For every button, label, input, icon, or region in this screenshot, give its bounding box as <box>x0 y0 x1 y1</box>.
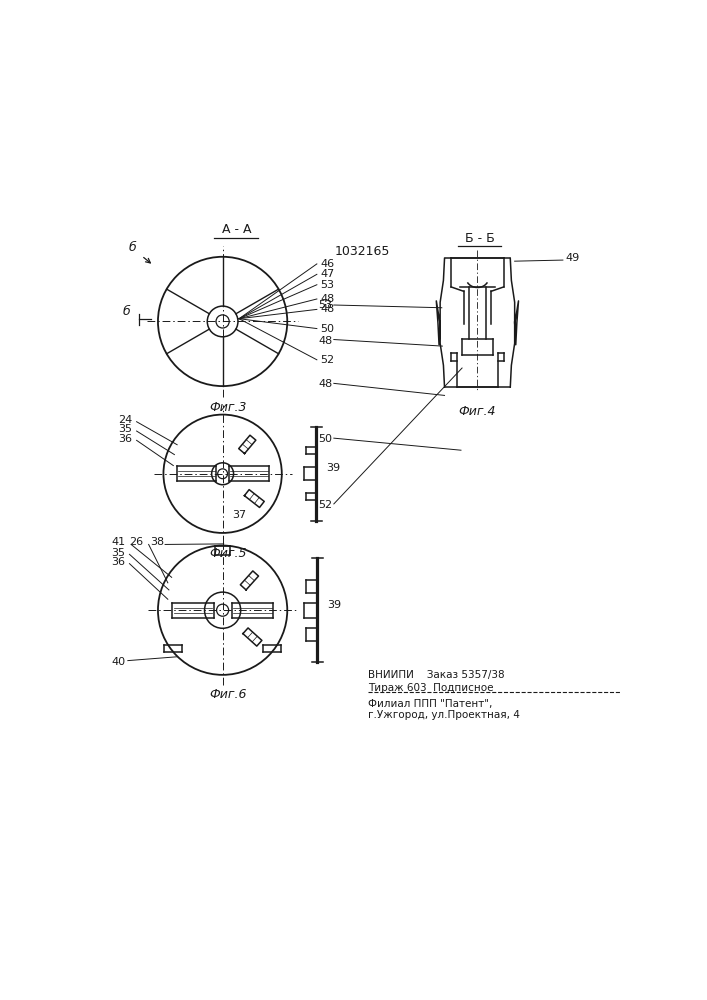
Text: А - А: А - А <box>221 223 251 236</box>
Text: 48: 48 <box>320 294 334 304</box>
Text: 48: 48 <box>318 379 332 389</box>
Text: 40: 40 <box>112 657 126 667</box>
Text: Б - Б: Б - Б <box>465 232 495 245</box>
Text: Фиг.5: Фиг.5 <box>209 547 247 560</box>
Text: 48: 48 <box>318 336 332 346</box>
Text: 35: 35 <box>119 424 132 434</box>
Text: 36: 36 <box>112 557 125 567</box>
Text: Фиг.4: Фиг.4 <box>459 405 496 418</box>
Text: 47: 47 <box>320 269 334 279</box>
Text: 1032165: 1032165 <box>334 245 390 258</box>
Text: 52: 52 <box>318 500 332 510</box>
Text: 38: 38 <box>150 537 164 547</box>
Text: б: б <box>122 305 130 318</box>
Text: 53: 53 <box>320 280 334 290</box>
Text: 39: 39 <box>327 600 341 610</box>
Text: 37: 37 <box>233 510 247 520</box>
Text: 46: 46 <box>320 259 334 269</box>
Text: Тираж 603  Подписное: Тираж 603 Подписное <box>368 683 493 693</box>
Text: 48: 48 <box>320 304 334 314</box>
Text: Фиг.6: Фиг.6 <box>209 688 247 701</box>
Text: 53: 53 <box>318 300 332 310</box>
Text: 50: 50 <box>318 434 332 444</box>
Text: 49: 49 <box>565 253 579 263</box>
Text: ВНИИПИ    Заказ 5357/38: ВНИИПИ Заказ 5357/38 <box>368 670 504 680</box>
Text: 35: 35 <box>112 548 125 558</box>
Text: 26: 26 <box>129 537 144 547</box>
Text: 39: 39 <box>326 463 340 473</box>
Text: г.Ужгород, ул.Проектная, 4: г.Ужгород, ул.Проектная, 4 <box>368 710 520 720</box>
Text: 41: 41 <box>112 537 126 547</box>
Text: 50: 50 <box>320 324 334 334</box>
Text: б: б <box>128 241 136 254</box>
Text: Филиал ППП "Патент",: Филиал ППП "Патент", <box>368 699 492 709</box>
Text: 24: 24 <box>119 415 133 425</box>
Text: 52: 52 <box>320 355 334 365</box>
Text: Фиг.3: Фиг.3 <box>209 401 247 414</box>
Text: 36: 36 <box>119 434 132 444</box>
